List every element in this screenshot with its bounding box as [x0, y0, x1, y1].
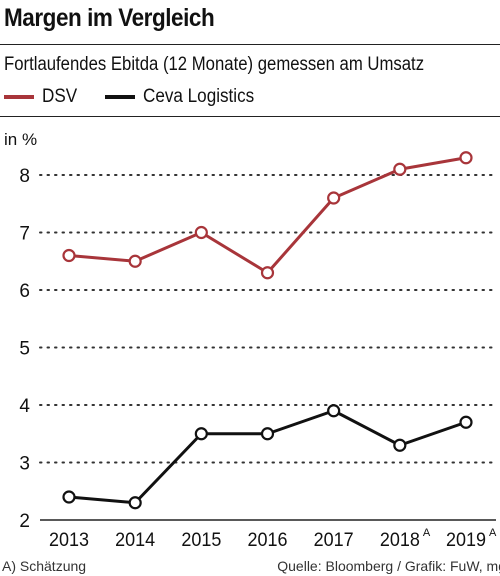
legend-item-ceva: Ceva Logistics [105, 86, 267, 108]
data-point-ceva-logistics-2018 [393, 438, 407, 452]
data-point-ceva-logistics-2017 [327, 404, 341, 418]
data-point-dsv-2016 [260, 266, 275, 280]
x-tick-superscript-2019: A [489, 527, 497, 539]
x-tick-label-2019: 2019 [446, 530, 486, 551]
data-point-dsv-2013 [62, 248, 76, 263]
chart-subtitle: Fortlaufendes Ebitda (12 Monate) gemesse… [4, 54, 425, 75]
legend: DSV Ceva Logistics [4, 84, 291, 110]
data-point-dsv-2014 [128, 254, 142, 268]
y-tick-label-2: 2 [19, 511, 30, 532]
source-credit: Quelle: Bloomberg / Grafik: FuW, mg [277, 558, 500, 574]
y-tick-label-7: 7 [19, 224, 30, 245]
x-tick-label-2017: 2017 [314, 530, 354, 551]
footnote: A) Schätzung [2, 558, 87, 574]
data-point-ceva-logistics-2015 [194, 427, 208, 441]
y-tick-label-5: 5 [19, 339, 30, 360]
x-tick-superscript-2018: A [423, 527, 431, 539]
legend-label-ceva: Ceva Logistics [143, 86, 255, 107]
chart-title: Margen im Vergleich [4, 4, 215, 32]
data-point-ceva-logistics-2014 [128, 496, 142, 510]
x-tick-label-2018: 2018 [380, 530, 420, 551]
y-tick-label-4: 4 [19, 396, 30, 417]
title-divider [0, 44, 500, 45]
data-point-ceva-logistics-2016 [260, 427, 275, 441]
legend-divider [0, 116, 500, 117]
legend-swatch-dsv [4, 95, 34, 99]
data-point-dsv-2018 [393, 162, 407, 176]
legend-item-dsv: DSV [4, 86, 81, 108]
legend-swatch-ceva [105, 95, 136, 99]
x-tick-label-2016: 2016 [248, 530, 288, 551]
y-axis-unit: in % [4, 130, 38, 149]
y-tick-label-8: 8 [19, 166, 30, 187]
x-tick-label-2013: 2013 [49, 530, 89, 551]
y-tick-label-6: 6 [19, 281, 30, 302]
data-point-ceva-logistics-2013 [62, 490, 76, 504]
data-point-ceva-logistics-2019 [459, 415, 473, 429]
data-point-dsv-2015 [194, 225, 208, 240]
data-point-dsv-2017 [327, 191, 341, 205]
data-point-dsv-2019 [459, 151, 473, 165]
series-line-ceva-logistics [68, 409, 467, 505]
y-tick-label-3: 3 [19, 454, 30, 475]
x-tick-label-2014: 2014 [115, 530, 155, 551]
legend-label-dsv: DSV [42, 86, 78, 107]
x-tick-label-2015: 2015 [181, 530, 221, 551]
